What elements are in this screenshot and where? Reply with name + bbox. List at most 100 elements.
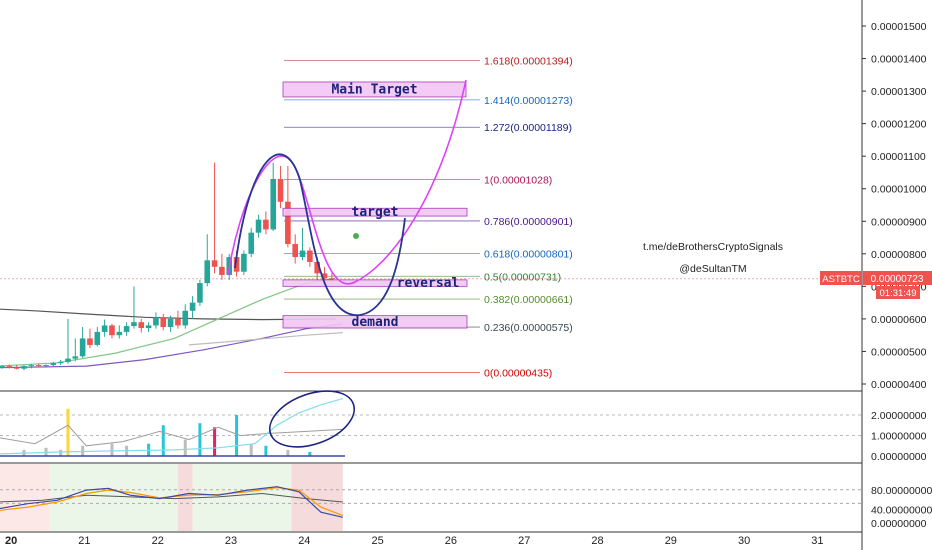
candle-body: [248, 232, 255, 254]
candle-body: [72, 356, 79, 359]
candle-body: [285, 201, 291, 245]
x-tick-label: 28: [591, 535, 603, 547]
volume-bar: [66, 408, 70, 456]
volume-bar: [161, 425, 165, 456]
main-panel[interactable]: 1.618(0.00001394) 1.414(0.00001273) 1.272(…: [0, 55, 862, 380]
y-tick-label: 0.00000900: [871, 216, 927, 228]
stoch-line: [0, 492, 343, 503]
candle-body: [167, 318, 174, 328]
fib-level-label: 0.382(0.00000661): [484, 294, 573, 306]
candle-body: [123, 326, 130, 332]
stoch-bg-band: [0, 464, 50, 531]
highlight-ellipse: [268, 390, 356, 448]
fib-level-label: 0.236(0.00000575): [484, 322, 573, 334]
moving-average-line: [0, 308, 336, 321]
candle-body: [233, 257, 240, 272]
stoch-k-line: [0, 486, 343, 518]
zone-box: [282, 279, 468, 287]
candle-body: [50, 363, 57, 366]
y-tick-label: 0.00001200: [871, 119, 927, 131]
y-tick-label: 0.00000800: [871, 249, 927, 261]
zone-box: [282, 207, 468, 217]
stoch-bg-band: [177, 464, 193, 531]
zone-box: [282, 315, 468, 329]
candle-body: [153, 317, 159, 326]
candle-body: [189, 302, 196, 311]
candle-body: [6, 366, 13, 368]
moving-average-line: [0, 323, 343, 369]
candle-body: [197, 283, 203, 303]
y-tick-label: 0.00000600: [871, 314, 927, 326]
volume-bar: [308, 451, 312, 456]
countdown-label: 01:31:49: [880, 288, 917, 299]
candle-body: [35, 365, 42, 367]
fib-level-label: 1.618(0.00001394): [484, 55, 573, 67]
symbol-label: ASTBTC: [822, 274, 860, 285]
candle-body: [43, 365, 49, 367]
candle-body: [292, 244, 299, 258]
volume-tick-label: 2.00000000: [871, 410, 927, 422]
x-tick-label: 30: [738, 535, 750, 547]
x-tick-label: 22: [152, 535, 164, 547]
fib-level-label: 1.272(0.00001189): [484, 122, 572, 134]
candle-body: [219, 266, 225, 275]
candle-body: [204, 260, 211, 284]
stoch-tick-label: 80.00000000: [871, 485, 932, 497]
candle-body: [87, 338, 93, 345]
stoch-tick-label: 0.00000000: [871, 518, 927, 530]
candle-body: [270, 178, 277, 230]
x-tick-label: 24: [298, 535, 310, 547]
marker-dot: [353, 233, 359, 239]
candle-body: [21, 366, 27, 369]
candle-body: [65, 358, 71, 362]
zone-label: reversal: [397, 276, 460, 291]
fib-level-label: 0.618(0.00000801): [484, 248, 573, 260]
fib-level-label: 0.5(0.00000731): [484, 271, 561, 283]
stochastic-panel[interactable]: 80.00000000 40.00000000 0.00000000: [0, 464, 932, 531]
zone-box: [282, 81, 467, 98]
fib-level-label: 0.786(0.00000901): [484, 216, 573, 228]
volume-bar: [264, 445, 268, 456]
symbol-badge: [820, 271, 862, 285]
zone-label: Main Target: [331, 82, 417, 97]
candle-body: [145, 325, 152, 329]
pattern-curve: [234, 153, 406, 316]
volume-bar: [235, 415, 239, 456]
volume-bar: [198, 423, 202, 456]
x-tick-label: 31: [811, 535, 823, 547]
volume-bar: [59, 449, 63, 456]
candle-body: [314, 261, 320, 274]
candle-body: [277, 178, 284, 202]
candle-body: [138, 322, 145, 329]
overlay-layer: [227, 79, 467, 448]
candle-body: [160, 317, 167, 328]
volume-bar: [183, 439, 187, 456]
annotation-channel: t.me/deBrothersCryptoSignals: [643, 241, 783, 253]
x-tick-label: 21: [78, 535, 90, 547]
candle-body: [131, 322, 137, 327]
candle-body: [109, 325, 115, 336]
x-tick-label: 27: [518, 535, 530, 547]
y-tick-label: 0.00001400: [871, 54, 927, 66]
countdown-badge: [876, 286, 920, 299]
x-tick-label: 23: [225, 535, 237, 547]
stoch-tick-label: 40.00000000: [871, 504, 932, 516]
projection-curve: [227, 79, 467, 285]
candle-body: [182, 310, 189, 326]
fib-level-label: 0(0.00000435): [484, 368, 552, 380]
volume-tick-label: 1.00000000: [871, 431, 927, 443]
candle-body: [329, 278, 335, 280]
x-tick-label: 29: [665, 535, 677, 547]
volume-bar: [110, 443, 114, 456]
fib-level-label: 1.414(0.00001273): [484, 95, 573, 107]
volume-bar: [286, 449, 290, 456]
volume-panel[interactable]: 2.00000000 1.00000000 0.00000000: [0, 398, 927, 463]
volume-bar: [213, 427, 217, 456]
x-tick-label: 26: [445, 535, 457, 547]
x-tick-label: 25: [372, 535, 384, 547]
candle-body: [94, 331, 101, 345]
y-tick-label: 0.00001300: [871, 86, 927, 98]
candle-body: [299, 250, 306, 258]
